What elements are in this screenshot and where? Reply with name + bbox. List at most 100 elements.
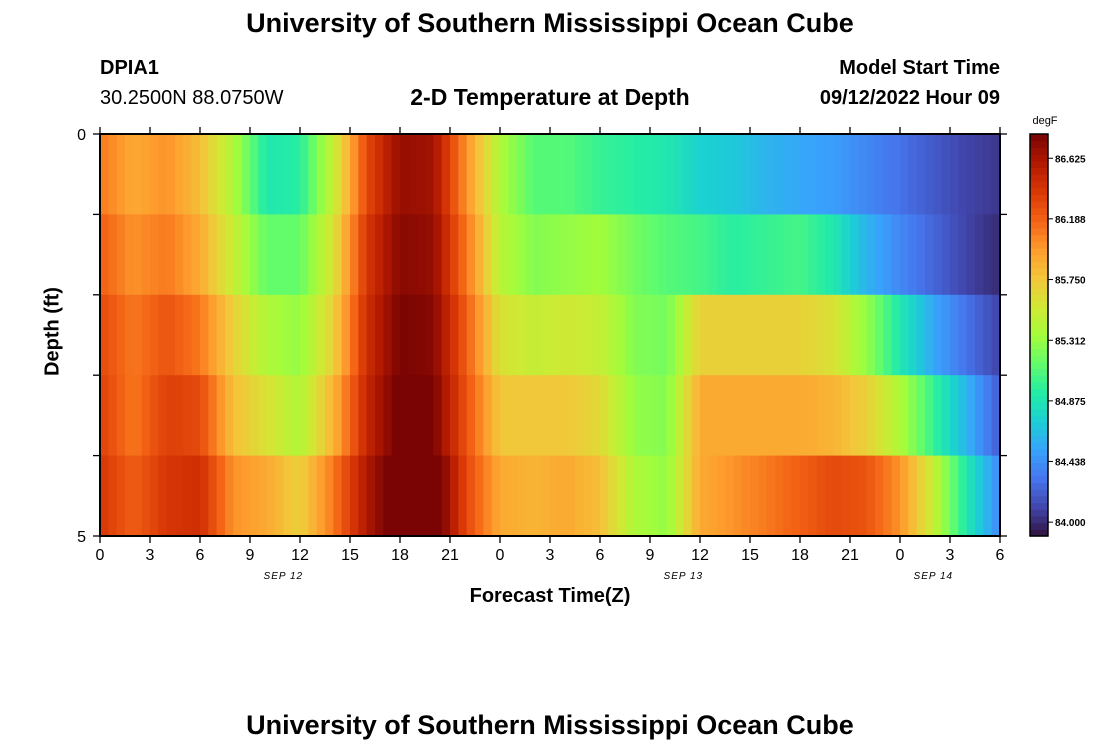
- heatmap-cell: [175, 375, 184, 457]
- heatmap-cell: [641, 375, 651, 457]
- heatmap-cell: [958, 134, 968, 215]
- heatmap-cell: [825, 214, 834, 296]
- heatmap-cell: [166, 294, 176, 376]
- heatmap-cell: [900, 375, 909, 457]
- colorbar-segment: [1030, 241, 1048, 249]
- heatmap-cell: [575, 375, 584, 457]
- heatmap-cell: [591, 134, 601, 215]
- heatmap-cell: [483, 134, 493, 215]
- heatmap-chart: 0 3 6 9 12 15 18 21 0 3 6 9 12 15 18 21 0 3 6 SEP 12 SEP 13 S…: [77, 115, 1086, 582]
- heatmap-cell: [591, 214, 601, 296]
- heatmap-cell: [333, 375, 343, 457]
- heatmap-cell: [133, 134, 143, 215]
- heatmap-cell: [216, 455, 226, 537]
- heatmap-cell: [391, 214, 401, 296]
- heatmap-cell: [716, 455, 726, 537]
- heatmap-cell: [625, 214, 634, 296]
- heatmap-cell: [633, 375, 643, 457]
- heatmap-cell: [491, 455, 501, 537]
- heatmap-cell: [516, 214, 526, 296]
- heatmap-cell: [591, 375, 601, 457]
- x-tick-label: 6: [596, 547, 605, 564]
- heatmap-cell: [841, 214, 851, 296]
- heatmap-cell: [991, 375, 1001, 457]
- heatmap-cell: [308, 134, 318, 215]
- heatmap-cell: [825, 134, 834, 215]
- heatmap-cell: [566, 134, 576, 215]
- heatmap-cell: [875, 134, 884, 215]
- heatmap-cell: [841, 134, 851, 215]
- heatmap-cell: [208, 214, 218, 296]
- heatmap-cell: [983, 455, 993, 537]
- x-tick-label: 0: [896, 547, 905, 564]
- heatmap-cell: [116, 455, 126, 537]
- heatmap-cell: [808, 214, 818, 296]
- colorbar-segment: [1030, 174, 1048, 182]
- heatmap-cell: [841, 455, 851, 537]
- heatmap-cell: [433, 294, 443, 376]
- heatmap-cell: [216, 375, 226, 457]
- heatmap-cell: [633, 214, 643, 296]
- heatmap-cell: [458, 375, 468, 457]
- colorbar-segment: [1030, 214, 1048, 222]
- x-axis: 0 3 6 9 12 15 18 21 0 3 6 9 12 15 18 21 0 3 6 SEP 12 SEP 13 S…: [96, 127, 1005, 582]
- heatmap-cell: [758, 214, 768, 296]
- heatmap-cell: [800, 294, 809, 376]
- heatmap-cell: [683, 294, 693, 376]
- heatmap-cell: [800, 134, 809, 215]
- heatmap-cell: [516, 375, 526, 457]
- heatmap-cell: [850, 455, 859, 537]
- colorbar-segment: [1030, 160, 1048, 169]
- heatmap-cell: [550, 375, 559, 457]
- heatmap-cell: [916, 214, 926, 296]
- heatmap-cell: [116, 134, 126, 215]
- heatmap-cell: [575, 214, 584, 296]
- heatmap-cell: [100, 134, 109, 215]
- y-tick-label: 0: [77, 127, 86, 144]
- heatmap-cell: [250, 214, 259, 296]
- heatmap-cell: [691, 214, 701, 296]
- heatmap-cell: [375, 134, 384, 215]
- heatmap-cell: [441, 455, 451, 537]
- heatmap-cell: [308, 294, 318, 376]
- heatmap-cell: [275, 134, 284, 215]
- heatmap-cell: [125, 134, 134, 215]
- heatmap-cell: [600, 214, 609, 296]
- heatmap-cell: [150, 294, 159, 376]
- x-tick-label: 3: [546, 547, 555, 564]
- heatmap-cell: [566, 455, 576, 537]
- heatmap-cell: [766, 214, 776, 296]
- heatmap-cell: [316, 455, 326, 537]
- heatmap-cell: [616, 214, 626, 296]
- heatmap-cell: [783, 214, 793, 296]
- heatmap-cell: [508, 294, 518, 376]
- x-tick-label: 12: [691, 547, 709, 564]
- heatmap-cell: [241, 294, 251, 376]
- heatmap-cell: [266, 455, 276, 537]
- heatmap-cell: [191, 375, 201, 457]
- heatmap-cell: [583, 294, 593, 376]
- heatmap-cell: [566, 214, 576, 296]
- heatmap-cell: [575, 455, 584, 537]
- x-tick-label: 15: [341, 547, 359, 564]
- colorbar-segment: [1030, 308, 1048, 316]
- heatmap-cell: [183, 294, 193, 376]
- heatmap-cell: [291, 214, 301, 296]
- heatmap-cell: [291, 294, 301, 376]
- heatmap-cell: [133, 294, 143, 376]
- x-axis-label: Forecast Time(Z): [469, 585, 631, 607]
- heatmap-cell: [525, 214, 534, 296]
- heatmap-cell: [225, 214, 234, 296]
- heatmap-cell: [608, 375, 618, 457]
- colorbar-segment: [1030, 288, 1048, 296]
- heatmap-cell: [775, 375, 784, 457]
- heatmap-cell: [591, 455, 601, 537]
- heatmap-cell: [175, 214, 184, 296]
- heatmap-cell: [141, 134, 151, 215]
- heatmap-cell: [908, 214, 918, 296]
- heatmap-cell: [458, 134, 468, 215]
- heatmap-cell: [316, 214, 326, 296]
- x-tick-label: 6: [196, 547, 205, 564]
- heatmap-cell: [866, 134, 876, 215]
- colorbar-segment: [1030, 234, 1048, 242]
